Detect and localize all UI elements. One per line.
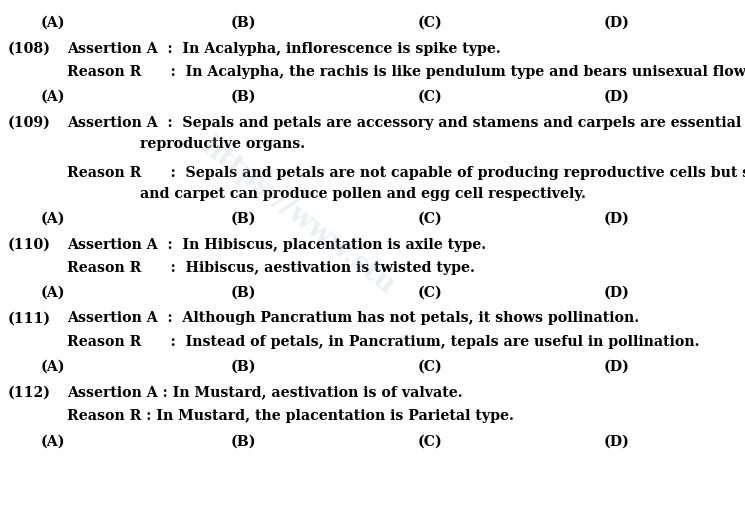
Text: (B): (B) — [231, 15, 256, 29]
Text: (D): (D) — [603, 15, 630, 29]
Text: (B): (B) — [231, 212, 256, 226]
Text: (A): (A) — [41, 15, 66, 29]
Text: (110): (110) — [7, 238, 51, 252]
Text: (C): (C) — [417, 212, 442, 226]
Text: (112): (112) — [7, 386, 51, 399]
Text: Assertion A  :  Sepals and petals are accessory and stamens and carpels are esse: Assertion A : Sepals and petals are acce… — [67, 116, 741, 130]
Text: (A): (A) — [41, 434, 66, 448]
Text: (108): (108) — [7, 42, 51, 56]
Text: (A): (A) — [41, 360, 66, 374]
Text: (109): (109) — [7, 116, 51, 130]
Text: Reason R      :  In Acalypha, the rachis is like pendulum type and bears unisexu: Reason R : In Acalypha, the rachis is li… — [67, 65, 745, 79]
Text: (C): (C) — [417, 15, 442, 29]
Text: (B): (B) — [231, 360, 256, 374]
Text: Reason R : In Mustard, the placentation is Parietal type.: Reason R : In Mustard, the placentation … — [67, 409, 514, 423]
Text: https://www.stu: https://www.stu — [196, 132, 400, 300]
Text: Assertion A : In Mustard, aestivation is of valvate.: Assertion A : In Mustard, aestivation is… — [67, 386, 463, 399]
Text: and carpet can produce pollen and egg cell respectively.: and carpet can produce pollen and egg ce… — [140, 187, 586, 200]
Text: (B): (B) — [231, 285, 256, 299]
Text: (A): (A) — [41, 285, 66, 299]
Text: Assertion A  :  In Acalypha, inflorescence is spike type.: Assertion A : In Acalypha, inflorescence… — [67, 42, 501, 56]
Text: (C): (C) — [417, 285, 442, 299]
Text: (B): (B) — [231, 90, 256, 104]
Text: (C): (C) — [417, 360, 442, 374]
Text: Assertion A  :  In Hibiscus, placentation is axile type.: Assertion A : In Hibiscus, placentation … — [67, 238, 486, 252]
Text: (D): (D) — [603, 212, 630, 226]
Text: (A): (A) — [41, 90, 66, 104]
Text: Reason R      :  Hibiscus, aestivation is twisted type.: Reason R : Hibiscus, aestivation is twis… — [67, 261, 475, 275]
Text: (C): (C) — [417, 434, 442, 448]
Text: Assertion A  :  Although Pancratium has not petals, it shows pollination.: Assertion A : Although Pancratium has no… — [67, 311, 639, 325]
Text: Reason R      :  Instead of petals, in Pancratium, tepals are useful in pollinat: Reason R : Instead of petals, in Pancrat… — [67, 335, 700, 348]
Text: (D): (D) — [603, 434, 630, 448]
Text: (111): (111) — [7, 311, 51, 325]
Text: (C): (C) — [417, 90, 442, 104]
Text: (D): (D) — [603, 90, 630, 104]
Text: (A): (A) — [41, 212, 66, 226]
Text: (D): (D) — [603, 285, 630, 299]
Text: Reason R      :  Sepals and petals are not capable of producing reproductive cel: Reason R : Sepals and petals are not cap… — [67, 166, 745, 179]
Text: (D): (D) — [603, 360, 630, 374]
Text: reproductive organs.: reproductive organs. — [140, 137, 305, 151]
Text: (B): (B) — [231, 434, 256, 448]
